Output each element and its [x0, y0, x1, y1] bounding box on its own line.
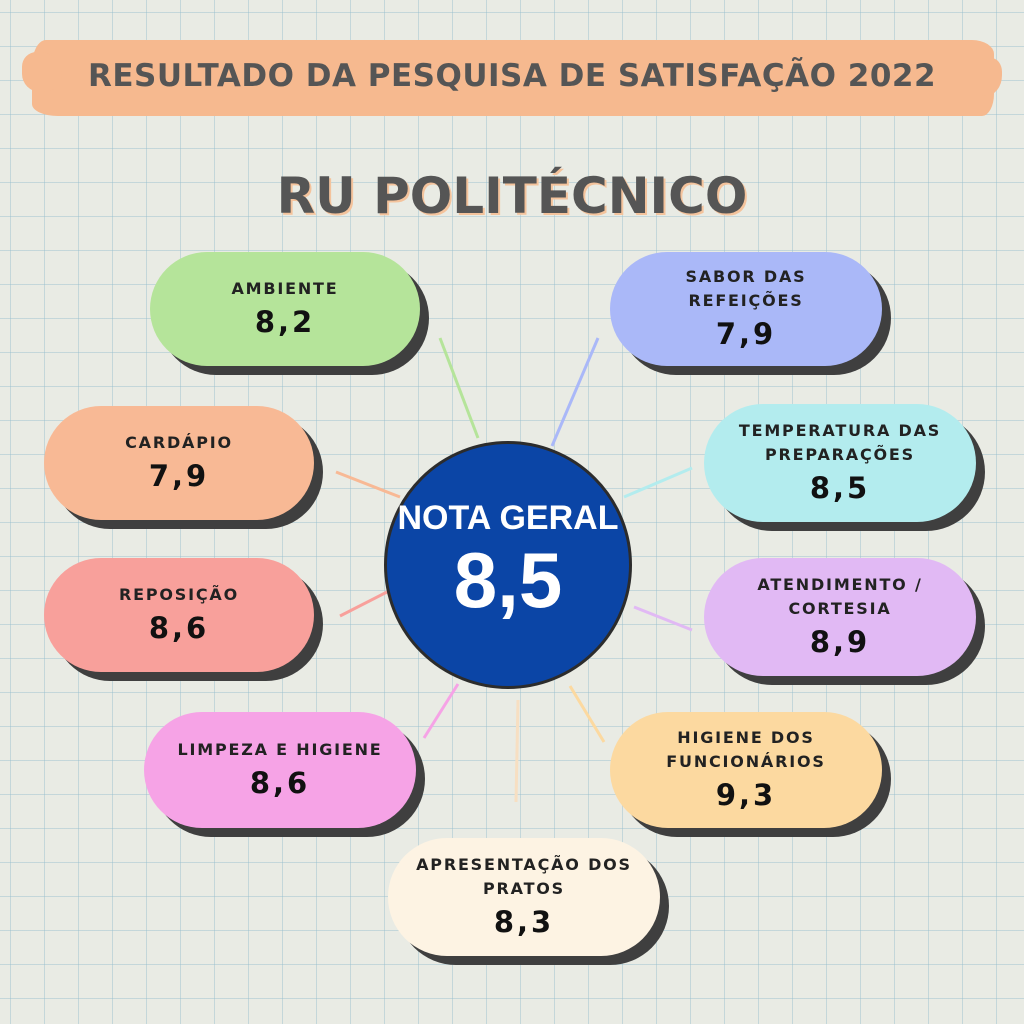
- page-title: RESULTADO DA PESQUISA DE SATISFAÇÃO 2022: [87, 58, 937, 94]
- pill-value: 8,5: [809, 471, 871, 505]
- pill-label: AMBIENTE: [231, 279, 339, 298]
- pill-value: 7,9: [715, 317, 777, 351]
- pill-apresentacao-pratos: APRESENTAÇÃO DOS PRATOS 8,3: [388, 838, 660, 956]
- page-subtitle: RU POLITÉCNICO: [276, 167, 748, 225]
- connector-ambiente: [438, 337, 480, 439]
- pill-value: 8,6: [249, 766, 311, 800]
- pill-label: LIMPEZA E HIGIENE: [177, 740, 383, 759]
- pill-value: 8,9: [809, 625, 871, 659]
- pill-label: REPOSIÇÃO: [119, 585, 239, 604]
- pill-value: 7,9: [148, 459, 210, 493]
- pill-higiene-funcionarios: HIGIENE DOS FUNCIONÁRIOS 9,3: [610, 712, 882, 828]
- overall-score-label: NOTA GERAL: [397, 499, 619, 537]
- connector-apresentacao: [514, 699, 520, 803]
- pill-value: 8,2: [254, 305, 316, 339]
- connector-atendimento: [633, 605, 693, 632]
- pill-value: 8,3: [493, 905, 555, 939]
- connector-limpeza: [422, 683, 460, 739]
- connector-temperatura: [623, 466, 693, 499]
- connector-sabor-refeicoes: [550, 337, 600, 447]
- overall-score-value: 8,5: [453, 536, 563, 624]
- connector-reposicao: [339, 590, 388, 618]
- pill-label: TEMPERATURA DAS PREPARAÇÕES: [738, 421, 942, 464]
- pill-temperatura-preparacoes: TEMPERATURA DAS PREPARAÇÕES 8,5: [704, 404, 976, 522]
- pill-sabor-refeicoes: SABOR DAS REFEIÇÕES 7,9: [610, 252, 882, 366]
- pill-cardapio: CARDÁPIO 7,9: [44, 406, 314, 520]
- pill-label: HIGIENE DOS FUNCIONÁRIOS: [666, 728, 826, 771]
- pill-limpeza-higiene: LIMPEZA E HIGIENE 8,6: [144, 712, 416, 828]
- overall-score-circle: NOTA GERAL 8,5: [384, 441, 632, 689]
- connector-higiene: [568, 685, 606, 743]
- pill-label: ATENDIMENTO / CORTESIA: [757, 575, 923, 618]
- pill-label: APRESENTAÇÃO DOS PRATOS: [416, 855, 632, 898]
- pill-value: 9,3: [715, 778, 777, 812]
- pill-atendimento-cortesia: ATENDIMENTO / CORTESIA 8,9: [704, 558, 976, 676]
- connector-cardapio: [335, 470, 401, 499]
- pill-reposicao: REPOSIÇÃO 8,6: [44, 558, 314, 672]
- pill-value: 8,6: [148, 611, 210, 645]
- pill-label: SABOR DAS REFEIÇÕES: [685, 267, 807, 310]
- pill-ambiente: AMBIENTE 8,2: [150, 252, 420, 366]
- title-banner: [22, 40, 1002, 116]
- pill-label: CARDÁPIO: [125, 433, 233, 452]
